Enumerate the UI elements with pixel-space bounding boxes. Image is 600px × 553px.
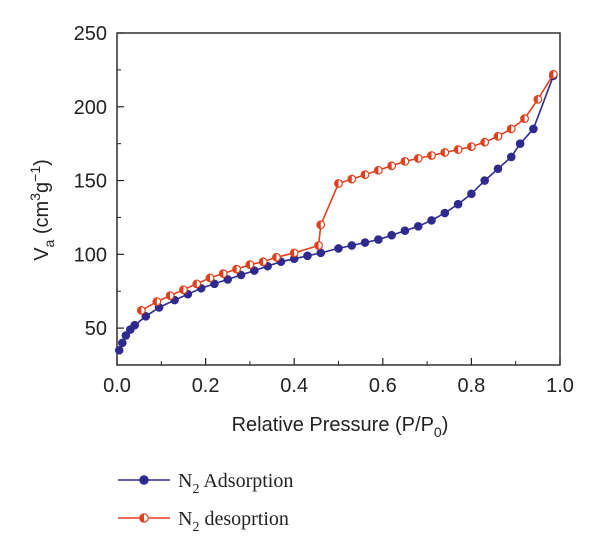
data-point-desorption-fill (534, 95, 538, 104)
x-tick-label: 0.2 (192, 375, 220, 397)
legend-marker-desorption-fill (139, 513, 144, 523)
data-point-desorption-fill (414, 154, 419, 163)
data-point-adsorption (118, 338, 127, 348)
data-point-desorption-fill (334, 179, 339, 188)
data-point-adsorption (440, 208, 450, 218)
data-point-desorption-fill (316, 221, 321, 229)
data-point-adsorption (515, 139, 525, 148)
legend: N2 Adsorption N2 desoprtion (118, 470, 293, 535)
data-point-desorption-fill (441, 148, 445, 157)
y-tick-label: 100 (74, 244, 107, 266)
data-point-adsorption (316, 248, 326, 258)
data-point-adsorption (210, 279, 219, 289)
data-point-desorption-fill (347, 175, 352, 183)
data-point-adsorption (114, 345, 124, 355)
data-point-desorption-fill (259, 257, 264, 266)
data-point-desorption-fill (549, 70, 554, 79)
plot-frame (116, 32, 561, 366)
data-point-desorption-fill (206, 274, 211, 282)
data-point-adsorption (400, 226, 410, 236)
data-point-adsorption (334, 244, 343, 253)
x-tick-label: 0.8 (457, 375, 485, 397)
data-point-desorption-fill (387, 162, 392, 170)
legend-label-adsorption: N2 Adsorption (178, 470, 293, 497)
data-point-adsorption (223, 275, 233, 284)
data-point-adsorption (506, 152, 516, 162)
data-point-desorption-fill (246, 260, 250, 269)
series-line-desorption (141, 73, 555, 312)
data-point-adsorption (467, 189, 476, 199)
data-point-desorption-fill (166, 291, 171, 300)
data-point-adsorption (529, 124, 538, 134)
data-point-adsorption (121, 331, 131, 340)
y-axis-label: Va (cm3g−1) (27, 159, 57, 261)
data-point-adsorption (250, 266, 259, 275)
x-axis-label: Relative Pressure (P/P0) (232, 414, 449, 440)
x-tick-label: 0.6 (369, 375, 397, 397)
legend-item-adsorption: N2 Adsorption (118, 470, 293, 497)
data-point-desorption-fill (192, 280, 197, 288)
data-point-desorption-fill (361, 170, 366, 179)
legend-item-desorption: N2 desoprtion (118, 508, 289, 535)
y-tick-label: 50 (85, 318, 107, 340)
data-point-adsorption (303, 251, 312, 261)
data-point-desorption-fill (454, 145, 459, 154)
data-point-desorption-fill (179, 285, 184, 294)
data-point-adsorption (141, 312, 151, 321)
legend-marker-adsorption (139, 475, 149, 485)
y-tick-label: 200 (74, 97, 107, 119)
data-point-desorption-fill (290, 249, 295, 257)
data-point-adsorption (480, 176, 489, 185)
data-point-adsorption (236, 270, 246, 280)
data-point-adsorption (493, 164, 503, 174)
data-point-desorption-fill (507, 125, 512, 133)
data-point-desorption-fill (480, 138, 485, 146)
data-point-desorption-fill (467, 142, 472, 151)
series-line-adsorption (118, 75, 555, 351)
data-point-adsorption (387, 230, 396, 240)
data-point-desorption-fill (427, 151, 432, 160)
data-point-desorption-fill (272, 253, 277, 262)
data-point-adsorption (347, 241, 357, 250)
x-tick-label: 0.4 (280, 375, 308, 397)
data-point-desorption-fill (401, 157, 405, 166)
data-point-adsorption (413, 221, 423, 231)
data-point-desorption-fill (494, 132, 498, 141)
x-tick-label: 1.0 (546, 375, 574, 397)
data-point-desorption-fill (137, 306, 142, 315)
data-point-desorption-fill (153, 297, 157, 306)
x-tick-label: 0.0 (103, 375, 131, 397)
y-tick-label: 250 (74, 23, 107, 45)
data-point-adsorption (360, 238, 370, 247)
data-point-desorption-fill (374, 166, 379, 175)
data-point-desorption-fill (219, 269, 224, 278)
data-point-adsorption (374, 235, 383, 244)
data-point-desorption-fill (232, 265, 237, 273)
data-point-adsorption (453, 199, 463, 209)
data-point-adsorption (130, 320, 140, 330)
legend-label-desorption: N2 desoprtion (178, 508, 289, 535)
data-point-adsorption (427, 216, 436, 225)
data-point-desorption-fill (520, 114, 525, 123)
data-point-desorption-fill (314, 241, 319, 250)
y-tick-label: 150 (74, 171, 107, 193)
